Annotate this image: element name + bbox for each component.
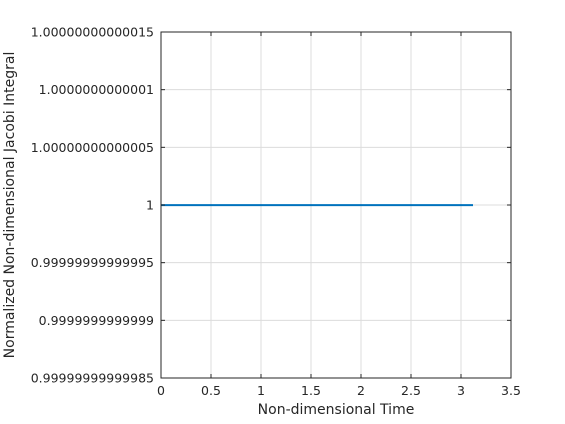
y-tick-label: 1.00000000000015 [31,25,154,40]
y-tick-label: 1 [146,198,154,213]
x-tick-label: 0 [157,383,165,398]
x-tick-labels: 0 0.5 1 1.5 2 2.5 3 3.5 [157,383,521,398]
y-tick-label: 0.9999999999999 [39,313,154,328]
x-axis-label: Non-dimensional Time [258,402,415,418]
x-tick-label: 0.5 [201,383,221,398]
ticks [160,31,512,379]
x-tick-label: 2.5 [401,383,421,398]
y-tick-label: 1.00000000000005 [31,140,154,155]
x-tick-label: 3.5 [501,383,521,398]
x-tick-label: 3 [457,383,465,398]
x-tick-label: 1 [257,383,265,398]
y-axis-label: Normalized Non-dimensional Jacobi Integr… [2,52,18,359]
y-tick-label: 0.99999999999985 [31,371,154,386]
y-tick-label: 1.0000000000001 [39,82,154,97]
x-tick-label: 2 [357,383,365,398]
y-tick-labels: 0.99999999999985 0.9999999999999 0.9999999… [31,25,154,386]
x-tick-label: 1.5 [301,383,321,398]
y-tick-label: 0.99999999999995 [31,255,154,270]
